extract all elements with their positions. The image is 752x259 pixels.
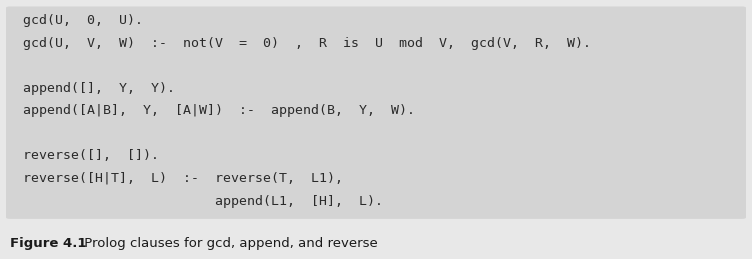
Text: append([A|B],  Y,  [A|W])  :-  append(B,  Y,  W).: append([A|B], Y, [A|W]) :- append(B, Y, …	[23, 104, 414, 117]
Text: append([],  Y,  Y).: append([], Y, Y).	[23, 82, 174, 95]
Text: Figure 4.1: Figure 4.1	[10, 237, 86, 250]
Text: reverse([],  []).: reverse([], []).	[23, 149, 159, 162]
Text: Prolog clauses for gcd, append, and reverse: Prolog clauses for gcd, append, and reve…	[80, 237, 378, 250]
FancyBboxPatch shape	[6, 6, 746, 219]
Text: reverse([H|T],  L)  :-  reverse(T,  L1),: reverse([H|T], L) :- reverse(T, L1),	[23, 172, 343, 185]
Text: gcd(U,  V,  W)  :-  not(V  =  0)  ,  R  is  U  mod  V,  gcd(V,  R,  W).: gcd(U, V, W) :- not(V = 0) , R is U mod …	[23, 37, 590, 50]
Text: gcd(U,  0,  U).: gcd(U, 0, U).	[23, 14, 143, 27]
Text: append(L1,  [H],  L).: append(L1, [H], L).	[23, 195, 383, 207]
